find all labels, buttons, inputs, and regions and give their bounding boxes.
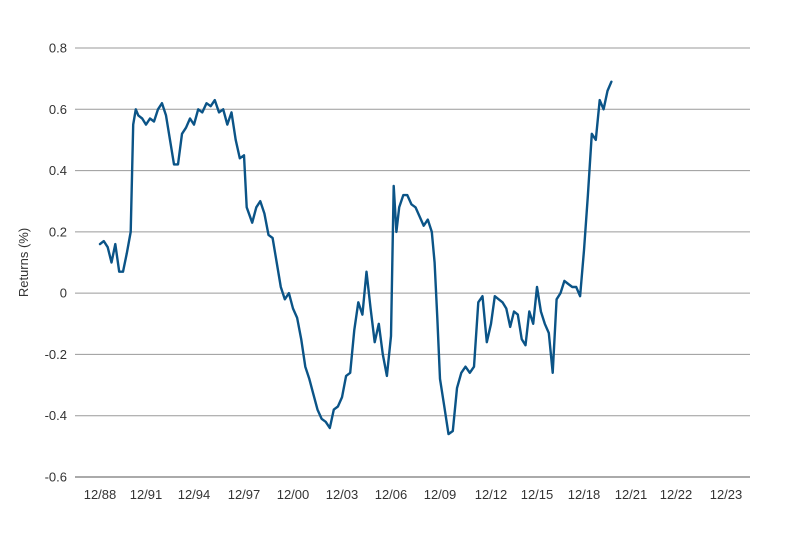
y-tick-label: -0.4 [45,408,67,423]
x-tick-label: 12/22 [660,487,693,502]
x-tick-label: 12/06 [375,487,408,502]
x-axis-ticks: 12/88 12/91 12/94 12/97 12/00 12/03 12/06 12/09… [84,487,743,502]
y-axis-ticks: 0.8 0.6 0.4 0.2 0 -0.2 -0.4 -0.6 [45,41,67,485]
y-tick-label: 0.2 [49,224,67,239]
y-tick-label: 0.6 [49,102,67,117]
y-tick-label: -0.2 [45,347,67,362]
x-tick-label: 12/09 [424,487,457,502]
y-tick-label: -0.6 [45,470,67,485]
x-tick-label: 12/88 [84,487,117,502]
x-tick-label: 12/23 [710,487,743,502]
y-tick-label: 0.8 [49,41,67,56]
x-tick-label: 12/91 [130,487,163,502]
x-tick-label: 12/18 [568,487,601,502]
y-tick-label: 0.4 [49,163,67,178]
x-tick-label: 12/94 [178,487,211,502]
y-tick-label: 0 [60,286,67,301]
x-tick-label: 12/21 [615,487,648,502]
x-tick-label: 12/00 [277,487,310,502]
returns-series-line [98,80,613,436]
x-tick-label: 12/97 [228,487,261,502]
x-tick-label: 12/15 [521,487,554,502]
gridlines [75,47,750,417]
x-tick-label: 12/03 [326,487,359,502]
y-axis-title: Returns (%) [16,228,31,297]
x-tick-label: 12/12 [475,487,508,502]
